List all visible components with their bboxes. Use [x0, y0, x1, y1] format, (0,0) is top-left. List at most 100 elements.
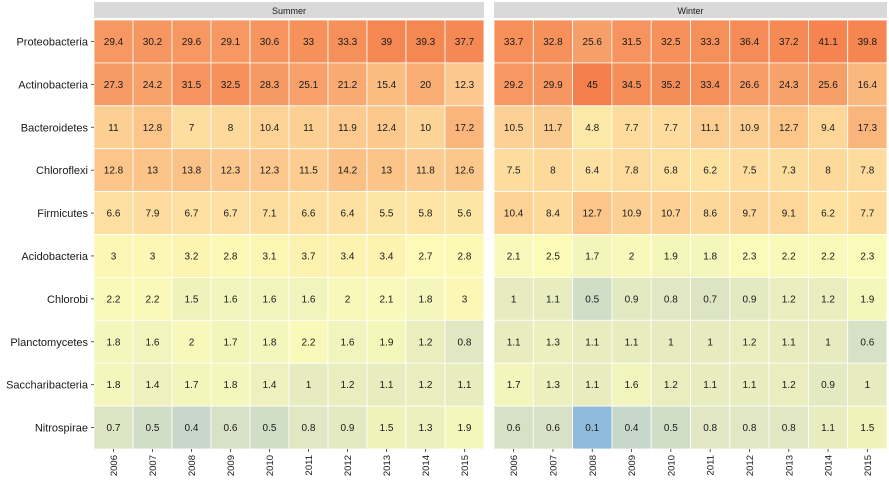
cell-value-label: 41.1: [818, 37, 838, 48]
cell-value-label: 3.4: [380, 251, 394, 262]
heatmap-cell: [493, 148, 534, 192]
x-tick-label: 2010: [666, 455, 677, 476]
cell-value-label: 1.5: [185, 294, 199, 305]
cell-value-label: 12.8: [104, 166, 124, 177]
heatmap-cell: [171, 276, 212, 321]
cell-value-label: 13: [381, 166, 393, 177]
heatmap-cell: [808, 276, 849, 321]
heatmap-cell: [729, 234, 770, 278]
heatmap-cell: [729, 105, 770, 150]
cell-value-label: 3: [462, 294, 468, 305]
heatmap-cell: [132, 62, 173, 107]
heatmap-cell: [532, 405, 573, 450]
cell-value-label: 6.8: [664, 166, 678, 177]
cell-value-label: 1.3: [546, 337, 560, 348]
cell-value-label: 45: [587, 80, 599, 91]
heatmap-cell: [366, 234, 407, 278]
heatmap-cell: [444, 362, 485, 407]
cell-value-label: 2: [189, 337, 195, 348]
x-tick-label: 2012: [343, 455, 354, 476]
heatmap-cell: [444, 62, 485, 107]
heatmap-cell: [768, 62, 809, 107]
cell-value-label: 37.7: [455, 37, 475, 48]
heatmap-cell: [532, 276, 573, 321]
cell-value-label: 9.4: [821, 123, 835, 134]
cell-value-label: 1.5: [860, 423, 874, 434]
cell-value-label: 1.8: [224, 380, 238, 391]
cell-value-label: 25.6: [818, 80, 838, 91]
heatmap-cell: [808, 62, 849, 107]
cell-value-label: 1: [668, 337, 674, 348]
cell-value-label: 1.6: [146, 337, 160, 348]
cell-value-label: 0.6: [224, 423, 238, 434]
heatmap-cell: [611, 362, 652, 407]
heatmap-cell: [327, 319, 368, 364]
y-tick-label: Saccharibacteria: [6, 380, 89, 392]
heatmap-cell: [171, 319, 212, 364]
cell-value-label: 31.5: [622, 37, 642, 48]
x-tick-label: 2015: [863, 455, 874, 476]
cell-value-label: 17.2: [455, 123, 475, 134]
cell-value-label: 1.1: [742, 380, 756, 391]
cell-value-label: 35.2: [661, 80, 681, 91]
heatmap-cell: [690, 62, 731, 107]
cell-value-label: 5.6: [458, 209, 472, 220]
heatmap-cell: [93, 148, 134, 192]
heatmap-cell: [532, 62, 573, 107]
cell-value-label: 21.2: [338, 80, 358, 91]
cell-value-label: 1: [865, 380, 871, 391]
cell-value-label: 0.8: [782, 423, 796, 434]
cell-value-label: 33.3: [338, 37, 358, 48]
cell-value-label: 24.3: [779, 80, 799, 91]
cell-value-label: 1.8: [703, 251, 717, 262]
cell-value-label: 32.5: [221, 80, 241, 91]
heatmap-cell: [132, 191, 173, 235]
cell-value-label: 8: [825, 166, 831, 177]
heatmap-cell: [611, 105, 652, 150]
heatmap-cell: [405, 148, 446, 192]
cell-value-label: 0.8: [703, 423, 717, 434]
heatmap-cell: [405, 276, 446, 321]
cell-value-label: 29.9: [543, 80, 563, 91]
y-tick-label: Planctomycetes: [10, 337, 88, 349]
heatmap-cell: [847, 105, 888, 150]
cell-value-label: 12.4: [377, 123, 397, 134]
heatmap-cell: [808, 234, 849, 278]
cell-value-label: 17.3: [858, 123, 878, 134]
cell-value-label: 1.4: [263, 380, 277, 391]
cell-value-label: 2.3: [860, 251, 874, 262]
x-tick-label: 2015: [460, 455, 471, 476]
cell-value-label: 2.2: [821, 251, 835, 262]
heatmap-cell: [288, 319, 329, 364]
cell-value-label: 6.2: [703, 166, 717, 177]
heatmap-cell: [444, 234, 485, 278]
heatmap-cell: [210, 191, 251, 235]
heatmap-cell: [249, 105, 290, 150]
cell-value-label: 0.9: [625, 294, 639, 305]
heatmap-cell: [210, 234, 251, 278]
facet-strip-winter: [494, 2, 887, 18]
cell-value-label: 1.3: [419, 423, 433, 434]
cell-value-label: 0.6: [860, 337, 874, 348]
cell-value-label: 27.3: [104, 80, 124, 91]
cell-value-label: 12.6: [455, 166, 475, 177]
cell-value-label: 5.8: [419, 209, 433, 220]
cell-value-label: 0.7: [703, 294, 717, 305]
cell-value-label: 3.2: [185, 251, 199, 262]
heatmap-cell: [493, 276, 534, 321]
heatmap-cell: [210, 148, 251, 192]
cell-value-label: 0.4: [185, 423, 199, 434]
cell-value-label: 1.8: [107, 337, 121, 348]
cell-value-label: 1.2: [419, 380, 433, 391]
heatmap-cell: [288, 148, 329, 192]
heatmap-cell: [808, 105, 849, 150]
cell-value-label: 2: [629, 251, 635, 262]
cell-value-label: 6.6: [107, 209, 121, 220]
cell-value-label: 1.1: [625, 337, 639, 348]
cell-value-label: 0.8: [742, 423, 756, 434]
cell-value-label: 1.4: [146, 380, 160, 391]
heatmap-cell: [650, 319, 691, 364]
cell-value-label: 11.7: [544, 123, 563, 134]
heatmap-cell: [132, 234, 173, 278]
